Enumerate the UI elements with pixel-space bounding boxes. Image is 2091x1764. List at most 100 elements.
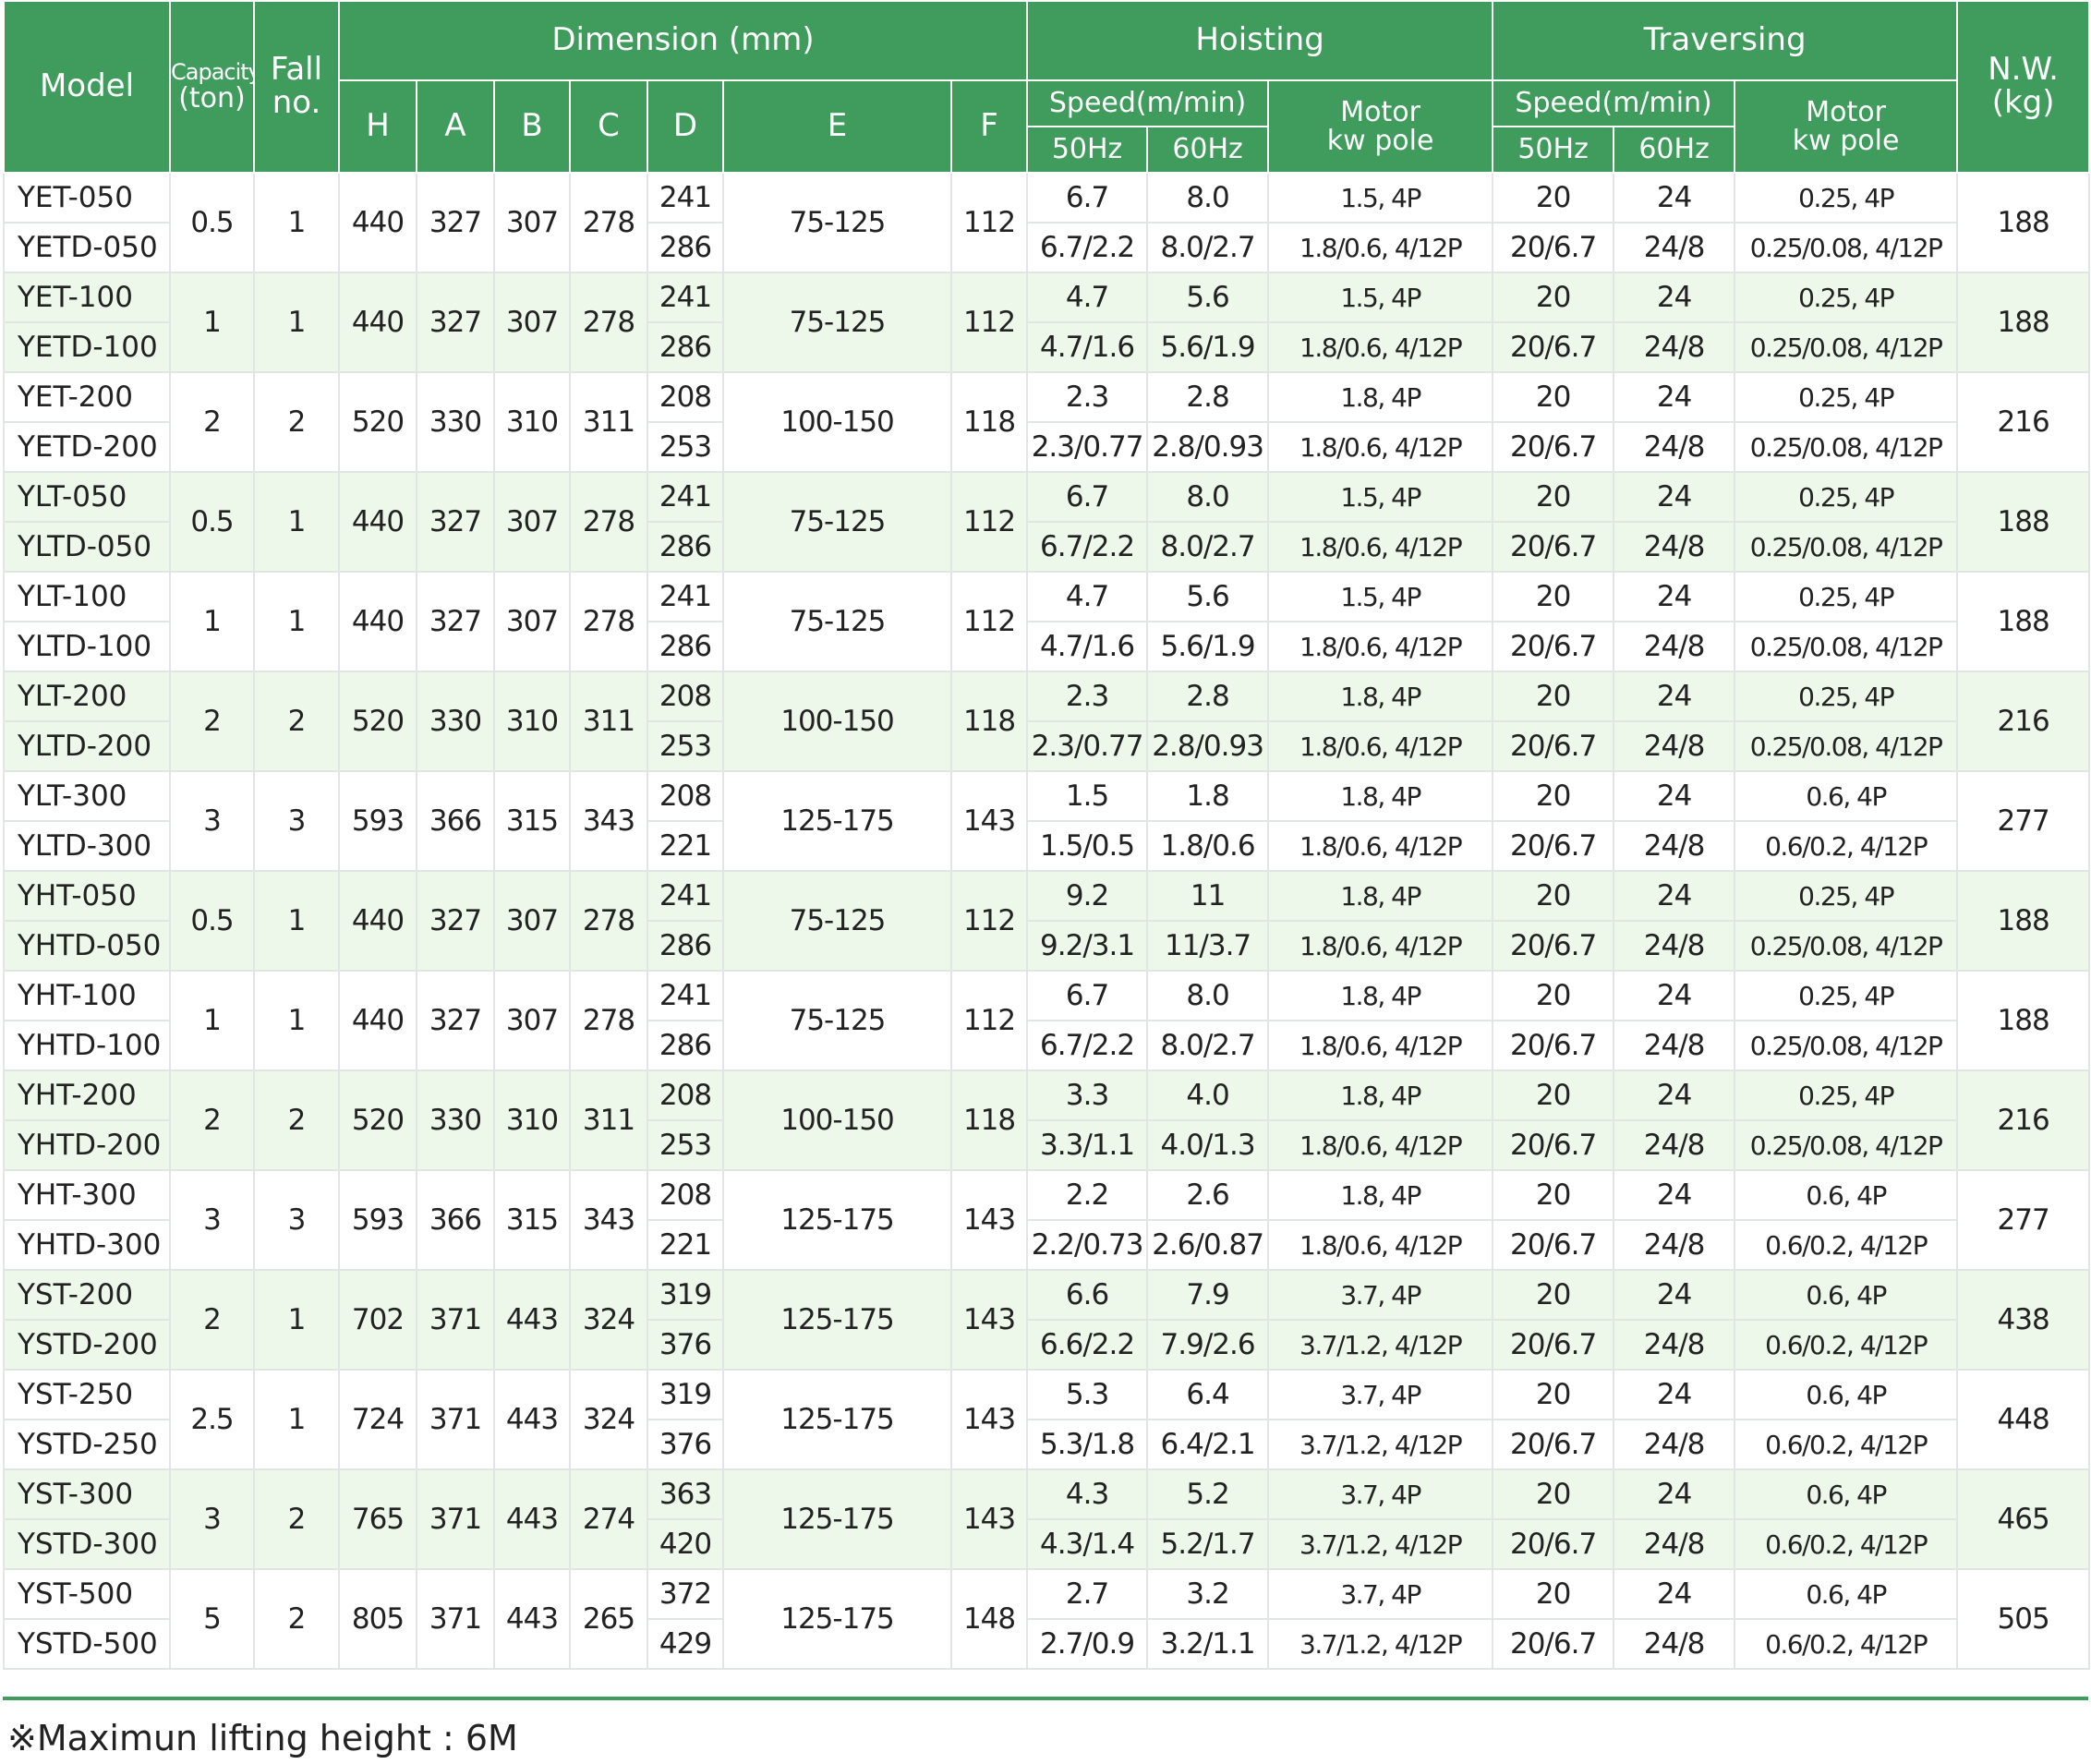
table-cell: 112 [949,970,1029,1071]
table-cell: 3 [169,1468,255,1570]
table-row: YST-300 3 2 765 371 443 274 363 125-175 143 4.3 5.2… [3,1468,2091,1570]
table-cell: 440 [338,571,417,672]
table-cell: 24 [1613,471,1736,523]
table-row: YLTD-300 221 1.5/0.5 1.8/0.6 1.8/0.6, 4/12P 2… [3,820,2089,872]
table-cell: 4.0 [1146,1069,1270,1121]
table-cell: 1.8/0.6, 4/12P [1267,820,1494,872]
table-row: YLTD-100 286 4.7/1.6 5.6/1.9 1.8/0.6, 4/12P 2… [3,621,2089,672]
table-cell: 118 [949,1069,1029,1171]
table-cell: 118 [949,671,1029,772]
table-cell: 0.25, 4P [1734,970,1959,1021]
table-cell: 343 [569,770,648,872]
table-cell: 3 [169,770,255,872]
table-cell: 2.2/0.73 [1026,1219,1149,1271]
table-cell: 1.5/0.5 [1026,820,1149,872]
table-cell: 125-175 [722,1568,952,1670]
footnote: ※Maximun lifting height : 6M [7,1718,518,1758]
table-cell: 75-125 [722,970,952,1071]
table-cell: 24/8 [1613,321,1736,373]
table-cell: 2.3/0.77 [1026,421,1149,473]
table-cell: 20/6.7 [1492,820,1615,872]
table-cell: 1.8 [1146,770,1270,822]
table-cell: 208 [647,1169,724,1221]
table-cell: 24 [1613,970,1736,1021]
table-cell: 1.8/0.6, 4/12P [1267,421,1494,473]
header-cell: N.W. (kg) [1956,0,2091,174]
table-cell: 1.8/0.6, 4/12P [1267,321,1494,373]
table-cell: 125-175 [722,770,952,872]
table-cell: 310 [493,671,571,772]
table-row: YLT-050 0.5 1 440 327 307 278 241 75-125 112 6.7 8.… [3,471,2091,573]
header-text: kw pole [1792,125,1900,157]
table-row: YET-100 1 1 440 327 307 278 241 75-125 112 4.7 5.6 1… [3,272,2091,373]
table-cell: 8.0/2.7 [1146,1020,1270,1071]
table-cell: YLT-200 [3,671,171,722]
header-cell: Model [3,0,171,174]
table-cell: YETD-100 [3,321,171,373]
table-cell: YLT-100 [3,571,171,622]
table-cell: 8.0 [1146,970,1270,1021]
table-cell: 8.0 [1146,172,1270,224]
table-cell: YHTD-100 [3,1020,171,1071]
table-cell: 324 [569,1269,648,1371]
table-cell: 274 [569,1468,648,1570]
table-cell: 4.7 [1026,571,1149,622]
table-cell: 24/8 [1613,1419,1736,1470]
header-cell: Motor kw pole [1734,79,1959,174]
table-cell: 148 [949,1568,1029,1670]
table-cell: 24 [1613,1169,1736,1221]
table-row: YETD-100 286 4.7/1.6 5.6/1.9 1.8/0.6, 4/12P 2… [3,321,2089,373]
table-header: Model Capacity (ton) Fall no. Dimension (m… [3,0,2091,174]
table-cell: 0.25, 4P [1734,1069,1959,1121]
table-cell: 20/6.7 [1492,720,1615,772]
table-cell: 0.25/0.08, 4/12P [1734,222,1959,273]
table-cell: 0.25, 4P [1734,870,1959,922]
table-cell: YSTD-250 [3,1419,171,1470]
table-cell: 1.5, 4P [1267,471,1494,523]
table-cell: 188 [1956,471,2091,573]
table-cell: 0.25, 4P [1734,172,1959,224]
table-cell: 520 [338,371,417,473]
header-text: (kg) [1991,84,2055,121]
table-cell: 20/6.7 [1492,920,1615,972]
table-cell: 1.8/0.6, 4/12P [1267,222,1494,273]
table-cell: 307 [493,272,571,373]
spec-table: Model Capacity (ton) Fall no. Dimension (m… [3,0,2091,1670]
table-cell: 75-125 [722,870,952,972]
table-cell: 371 [416,1269,495,1371]
table-cell: 20/6.7 [1492,222,1615,273]
table-cell: 0.5 [169,172,255,273]
header-cell: C [569,79,648,174]
table-cell: 311 [569,671,648,772]
table-cell: 100-150 [722,371,952,473]
table-cell: 2.8/0.93 [1146,421,1270,473]
table-cell: 2 [169,1069,255,1171]
table-cell: 443 [493,1369,571,1470]
header-text: Motor [1806,95,1886,128]
table-cell: 188 [1956,970,2091,1071]
table-cell: 307 [493,970,571,1071]
table-cell: 0.6, 4P [1734,770,1959,822]
table-cell: 20/6.7 [1492,321,1615,373]
table-cell: 20 [1492,1069,1615,1121]
header-cell: A [416,79,495,174]
table-cell: 24 [1613,1069,1736,1121]
table-cell: 6.7 [1026,970,1149,1021]
bottom-rule [3,1697,2088,1700]
table-cell: 315 [493,1169,571,1271]
table-cell: 278 [569,172,648,273]
table-cell: 3 [253,1169,340,1271]
table-cell: 1.8, 4P [1267,1169,1494,1221]
table-cell: 0.6/0.2, 4/12P [1734,1419,1959,1470]
table-cell: 593 [338,770,417,872]
table-cell: 24 [1613,770,1736,822]
table-cell: 143 [949,1468,1029,1570]
table-cell: 112 [949,571,1029,672]
table-cell: 448 [1956,1369,2091,1470]
table-cell: YST-200 [3,1269,171,1321]
table-cell: 24 [1613,870,1736,922]
table-cell: 2 [169,371,255,473]
table-cell: 1 [253,272,340,373]
table-cell: 3.7/1.2, 4/12P [1267,1419,1494,1470]
table-cell: 1.8, 4P [1267,1069,1494,1121]
